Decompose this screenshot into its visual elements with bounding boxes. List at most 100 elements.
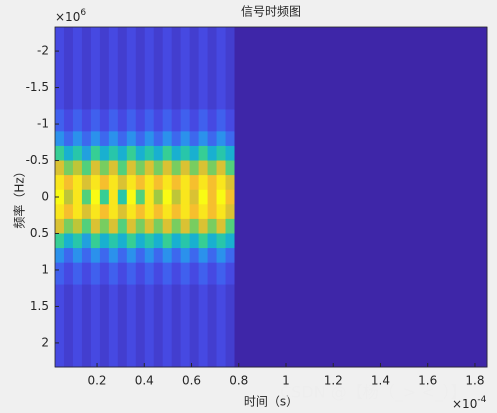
spectrogram-cell [207, 189, 218, 205]
spectrogram-cell [108, 218, 119, 234]
spectrogram-cell [144, 160, 155, 176]
spectrogram-cell [99, 160, 110, 176]
x-tick-label: 1.4 [371, 374, 390, 388]
spectrogram-cell [207, 145, 218, 162]
watermark: CSDN @【杨（_> <_）】 [280, 383, 467, 403]
spectrogram-cell [180, 131, 191, 147]
spectrogram-cell [216, 189, 227, 205]
spectrogram-cell [72, 131, 83, 147]
spectrogram-cell [198, 233, 209, 249]
spectrogram-cell [135, 262, 146, 286]
spectrogram-cell [171, 189, 182, 205]
spectrogram-cell [72, 284, 83, 368]
spectrogram-cell [234, 109, 488, 132]
spectrogram-cell [117, 262, 128, 286]
spectrogram-cell [117, 175, 128, 191]
spectrogram-cell [180, 284, 191, 368]
spectrogram-cell [90, 262, 101, 286]
spectrogram-cell [153, 262, 164, 286]
spectrogram-cell [234, 145, 488, 162]
spectrogram-cell [72, 175, 83, 191]
spectrogram-cell [189, 218, 200, 234]
spectrogram-cell [90, 175, 101, 191]
spectrogram-cell [63, 175, 74, 191]
spectrogram-cell [162, 233, 173, 249]
spectrogram-cell [225, 233, 236, 249]
spectrogram-cell [198, 160, 209, 176]
spectrogram-cell [81, 233, 92, 249]
spectrogram-cell [63, 218, 74, 234]
x-tick-label: 1.2 [324, 374, 343, 388]
spectrogram-cell [153, 160, 164, 176]
spectrogram-cell [198, 284, 209, 368]
spectrogram-cell [63, 233, 74, 249]
spectrogram-cell [189, 27, 200, 110]
spectrogram-cell [81, 145, 92, 162]
spectrogram-cell [99, 175, 110, 191]
spectrogram-cell [144, 109, 155, 132]
spectrogram-cell [234, 189, 488, 205]
y-tick-label: -1 [37, 117, 49, 131]
y-multiplier-base: ×10 [55, 10, 80, 24]
spectrogram-cell [81, 131, 92, 147]
y-tick-label: 0 [41, 190, 49, 204]
spectrogram-cell [99, 131, 110, 147]
spectrogram-cell [117, 248, 128, 264]
spectrogram-cell [108, 131, 119, 147]
spectrogram-cell [171, 218, 182, 234]
y-axis-label: 频率（Hz） [12, 165, 27, 228]
spectrogram-cell [153, 175, 164, 191]
spectrogram-cell [108, 27, 119, 110]
spectrogram-cell [180, 109, 191, 132]
spectrogram-cell [99, 248, 110, 264]
spectrogram-cell [55, 189, 65, 205]
spectrogram-cell [126, 284, 137, 368]
y-tick-label: -2 [37, 44, 49, 58]
spectrogram-cell [55, 145, 65, 162]
spectrogram-cell [108, 189, 119, 205]
spectrogram-cell [153, 27, 164, 110]
y-tick-label: 1.5 [30, 299, 49, 313]
spectrogram-cell [81, 248, 92, 264]
spectrogram-cell [90, 248, 101, 264]
spectrogram-cell [144, 131, 155, 147]
spectrogram-cell [207, 27, 218, 110]
spectrogram-cell [135, 160, 146, 176]
x-multiplier-exponent: -4 [477, 395, 486, 405]
spectrogram-cell [153, 233, 164, 249]
spectrogram-cell [117, 145, 128, 162]
spectrogram-cell [55, 262, 65, 286]
spectrogram-cell [198, 175, 209, 191]
spectrogram-cell [63, 145, 74, 162]
spectrogram-cell [99, 284, 110, 368]
spectrogram-cell [225, 109, 236, 132]
spectrogram-cell [189, 262, 200, 286]
spectrogram-cell [117, 204, 128, 220]
spectrogram-cell [171, 284, 182, 368]
x-tick-label: 1.8 [465, 374, 484, 388]
x-multiplier-base: ×10 [452, 397, 477, 411]
spectrogram-cell [90, 131, 101, 147]
spectrogram-cell [90, 27, 101, 110]
spectrogram-cell [225, 27, 236, 110]
spectrogram-cell [225, 262, 236, 286]
spectrogram-cell [108, 204, 119, 220]
spectrogram-cell [225, 145, 236, 162]
spectrogram-cell [216, 109, 227, 132]
spectrogram-cell [72, 233, 83, 249]
spectrogram-cell [99, 233, 110, 249]
spectrogram-cell [171, 131, 182, 147]
spectrogram-cell [126, 262, 137, 286]
spectrogram-cell [81, 189, 92, 205]
spectrogram-cell [180, 218, 191, 234]
spectrogram-cell [207, 284, 218, 368]
spectrogram-cell [81, 160, 92, 176]
spectrogram-cell [225, 284, 236, 368]
spectrogram-cell [55, 284, 65, 368]
spectrogram-cell [72, 204, 83, 220]
spectrogram-cell [63, 284, 74, 368]
spectrogram-cell [216, 218, 227, 234]
spectrogram-cell [162, 284, 173, 368]
x-tick-label: 1.6 [418, 374, 437, 388]
spectrogram-cell [63, 204, 74, 220]
